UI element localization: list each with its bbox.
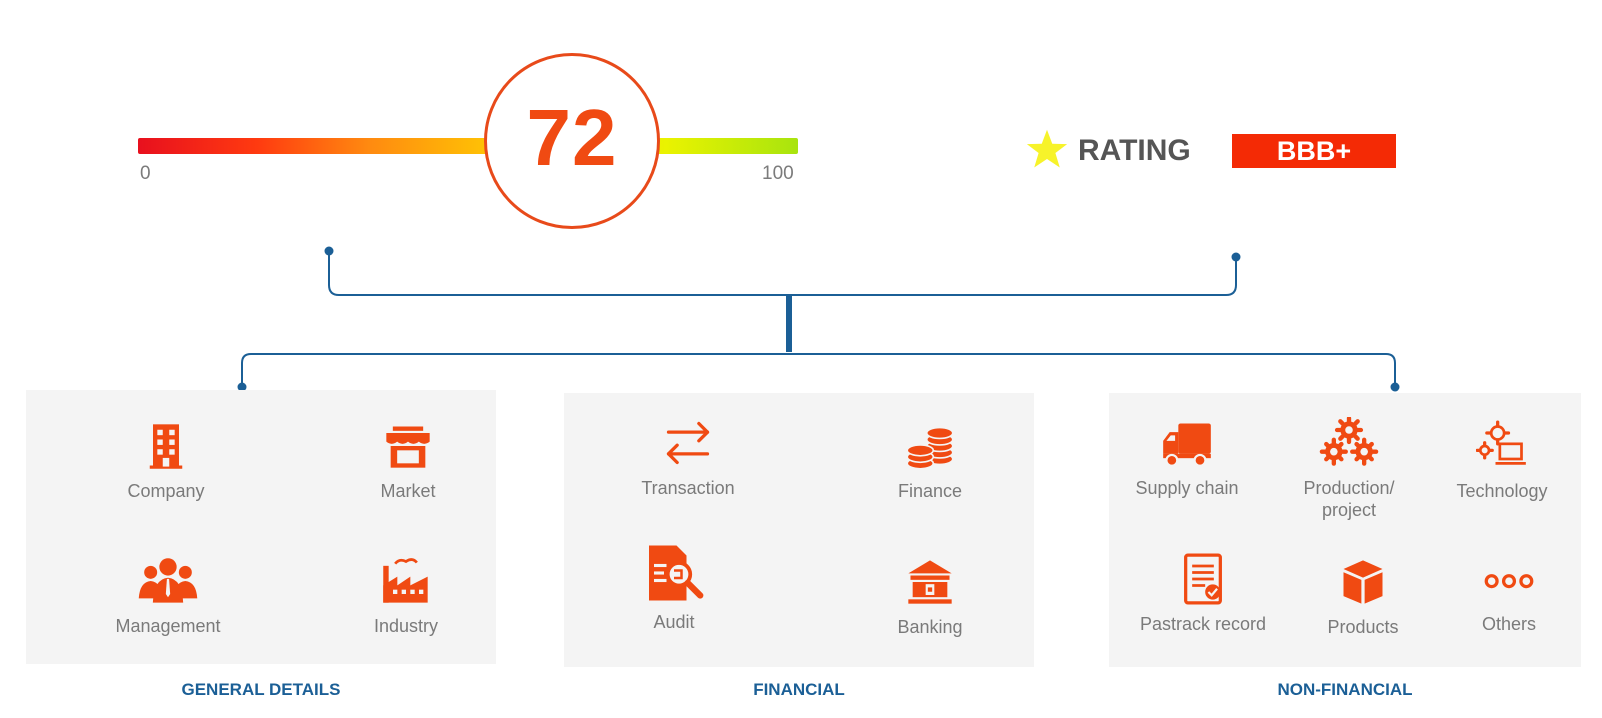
financial-title: FINANCIAL [753, 680, 845, 699]
production-project-item[interactable]: Production/ project [1279, 417, 1419, 521]
rating-grade: BBB+ [1276, 135, 1352, 166]
finance-label: Finance [897, 481, 963, 501]
non-financial-title: NON-FINANCIAL [1277, 680, 1413, 699]
company-label: Company [127, 481, 205, 501]
non-financial-panel: Supply chain Production/ project [1109, 393, 1581, 667]
box-icon [1343, 560, 1383, 604]
others-item[interactable]: Others [1439, 553, 1579, 635]
industry-label: Industry [373, 616, 439, 636]
scale-min-label: 0 [140, 163, 151, 184]
products-label: Products [1327, 617, 1399, 637]
industry-item[interactable]: Industry [336, 555, 476, 637]
supply-chain-item[interactable]: Supply chain [1117, 417, 1257, 499]
others-label: Others [1481, 614, 1537, 634]
finance-item[interactable]: Finance [860, 420, 1000, 502]
storefront-icon [386, 426, 430, 468]
management-label: Management [115, 616, 221, 636]
truck-icon [1163, 423, 1211, 467]
products-item[interactable]: Products [1293, 556, 1433, 638]
general-details-panel: Company Market Management [26, 390, 496, 664]
management-item[interactable]: Management [83, 555, 253, 637]
market-item[interactable]: Market [338, 420, 478, 502]
rating-label: RATING [1078, 134, 1191, 167]
score-value: 72 [526, 93, 618, 182]
people-group-icon [138, 558, 198, 603]
building-icon [149, 424, 183, 469]
supply-chain-label: Supply chain [1135, 478, 1239, 498]
scale-max-label: 100 [762, 163, 794, 184]
gears-icon [1319, 417, 1379, 466]
market-label: Market [380, 481, 436, 501]
checked-document-icon [1184, 553, 1222, 605]
exchange-arrows-icon [666, 421, 710, 465]
rating-grade-badge: BBB+ [1232, 134, 1396, 168]
technology-label: Technology [1456, 481, 1548, 501]
coins-icon [906, 426, 954, 470]
banking-label: Banking [897, 617, 963, 637]
star-icon [1026, 129, 1068, 168]
pastrack-record-label: Pastrack record [1139, 614, 1267, 634]
audit-label: Audit [653, 612, 695, 632]
transaction-item[interactable]: Transaction [618, 417, 758, 499]
gear-laptop-icon [1476, 420, 1526, 465]
production-project-line: Production/ project [1303, 478, 1395, 520]
document-search-icon [649, 545, 704, 601]
circles-icon [1484, 574, 1534, 589]
technology-item[interactable]: Technology [1432, 420, 1572, 502]
score-circle: 72 [484, 53, 660, 229]
factory-icon [383, 558, 428, 603]
transaction-label: Transaction [641, 478, 735, 498]
banking-item[interactable]: Banking [860, 556, 1000, 638]
audit-item[interactable]: Audit [604, 543, 744, 633]
financial-panel: Transaction Finance Audit [564, 393, 1034, 667]
bank-icon [908, 560, 952, 604]
general-details-title: GENERAL DETAILS [181, 680, 341, 699]
pastrack-record-item[interactable]: Pastrack record [1123, 553, 1283, 635]
company-item[interactable]: Company [96, 420, 236, 502]
production-project-label: Production/ project [1303, 477, 1394, 521]
